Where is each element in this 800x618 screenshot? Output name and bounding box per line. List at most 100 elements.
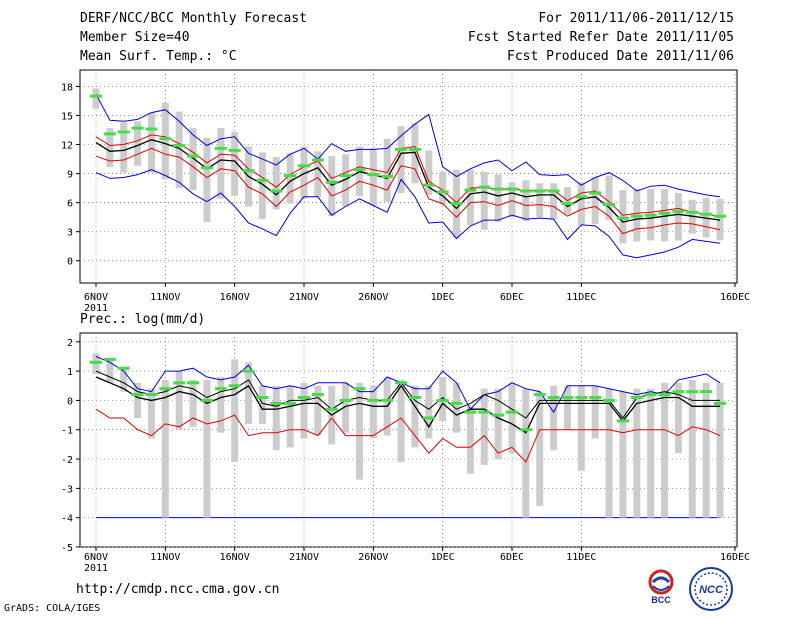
ensemble-box <box>633 388 641 518</box>
ensemble-box <box>147 112 155 173</box>
ensemble-box <box>92 88 100 109</box>
ensemble-box <box>605 175 613 221</box>
x-tick-label: 16DEC <box>720 292 750 303</box>
ensemble-box <box>342 382 350 433</box>
x-tick-label: 1DEC <box>431 292 455 303</box>
ensemble-box <box>508 382 516 454</box>
x-tick-label: 11DEC <box>566 552 596 563</box>
series-mean-line <box>95 139 721 223</box>
ensemble-box <box>674 382 682 454</box>
source-url[interactable]: http://cmdp.ncc.cma.gov.cn <box>76 582 280 597</box>
ensemble-box <box>106 359 114 383</box>
x-tick-label: 6NOV <box>84 552 108 563</box>
ensemble-box <box>300 382 308 439</box>
header-right: For 2011/11/06-2011/12/15 Fcst Started R… <box>468 9 734 66</box>
series-min-line <box>95 169 721 259</box>
ensemble-box <box>716 382 724 518</box>
ensemble-box <box>231 359 239 462</box>
ensemble-box <box>328 156 336 217</box>
x-tick-label: 21NOV <box>289 552 319 563</box>
ensemble-box <box>189 379 197 427</box>
y-tick-label: -4 <box>61 514 73 525</box>
ensemble-box <box>147 388 155 439</box>
y-tick-label: 12 <box>61 141 73 152</box>
ensemble-box <box>647 388 655 518</box>
ensemble-box <box>702 382 710 518</box>
ensemble-box <box>300 146 308 199</box>
x-tick-label: 26NOV <box>358 292 388 303</box>
y-tick-label: 9 <box>67 170 73 181</box>
ensemble-box <box>217 376 225 433</box>
y-tick-label: -3 <box>61 484 73 495</box>
ensemble-box <box>591 385 599 439</box>
ensemble-box <box>272 385 280 451</box>
x-tick-label: 6DEC <box>500 292 524 303</box>
ensemble-box <box>522 388 530 518</box>
ensemble-box <box>577 385 585 471</box>
ensemble-box <box>411 385 419 448</box>
ensemble-box <box>591 177 599 224</box>
ncc-logo-icon: NCC <box>689 567 733 611</box>
ensemble-box <box>175 371 183 430</box>
ensemble-box <box>258 152 266 220</box>
y-tick-label: -2 <box>61 455 73 466</box>
ensemble-box <box>314 385 322 436</box>
ensemble-box <box>272 157 280 210</box>
ensemble-box <box>563 385 571 430</box>
start-date-label: Fcst Started Refer Date 2011/11/05 <box>467 30 734 45</box>
ensemble-box <box>369 148 377 206</box>
ensemble-box <box>134 121 142 166</box>
bcc-logo-text: BCC <box>651 595 671 605</box>
ensemble-box <box>674 192 682 241</box>
y-tick-label: -1 <box>61 426 73 437</box>
x-tick-label: 1DEC <box>431 552 455 563</box>
series-p25-line <box>95 147 721 235</box>
ensemble-box <box>480 388 488 465</box>
ensemble-box <box>494 388 502 460</box>
ncc-logo-text: NCC <box>699 584 724 596</box>
ensemble-box <box>466 169 474 225</box>
chart-title: DERF/NCC/BCC Monthly Forecast <box>80 11 307 26</box>
y-tick-label: 2 <box>67 338 73 349</box>
y-tick-label: 18 <box>61 82 73 93</box>
ensemble-box <box>106 128 114 167</box>
ensemble-box <box>217 128 225 199</box>
ensemble-box <box>522 180 530 222</box>
ensemble-box <box>203 137 211 223</box>
ensemble-box <box>355 382 363 480</box>
ensemble-box <box>383 138 391 202</box>
ensemble-box <box>175 111 183 189</box>
x-tick-label: 6NOV <box>84 292 108 303</box>
x-tick-label: 11NOV <box>150 552 180 563</box>
ensemble-box <box>439 171 447 205</box>
x-tick-label: 11DEC <box>566 292 596 303</box>
ensemble-box <box>314 151 322 197</box>
ensemble-box <box>688 379 696 518</box>
x-tick-label: 16DEC <box>720 552 750 563</box>
ensemble-box <box>286 153 294 204</box>
ensemble-box <box>425 385 433 439</box>
x-tick-label: 16NOV <box>220 552 250 563</box>
ensemble-box <box>508 182 516 218</box>
forecast-period-label: For 2011/11/06-2011/12/15 <box>538 11 734 26</box>
series-mean-line <box>95 376 720 434</box>
ensemble-box <box>120 368 128 392</box>
ensemble-box <box>425 150 433 195</box>
x-tick-label: 26NOV <box>358 552 388 563</box>
series-p75-line <box>95 370 720 419</box>
ensemble-box <box>453 382 461 433</box>
ensemble-box <box>550 385 558 451</box>
ensemble-box <box>161 102 169 180</box>
y-tick-label: 15 <box>61 112 73 123</box>
y-tick-label: 0 <box>67 257 73 268</box>
ensemble-box <box>258 385 266 424</box>
ensemble-box <box>494 174 502 223</box>
ensemble-box <box>605 388 613 518</box>
y-tick-label: 0 <box>67 396 73 407</box>
ensemble-box <box>536 391 544 506</box>
y-tick-label: 1 <box>67 367 73 378</box>
ensemble-box <box>661 382 669 518</box>
y-tick-label: 6 <box>67 199 73 210</box>
header-left: DERF/NCC/BCC Monthly Forecast Member Siz… <box>80 9 307 66</box>
ensemble-box <box>397 126 405 193</box>
